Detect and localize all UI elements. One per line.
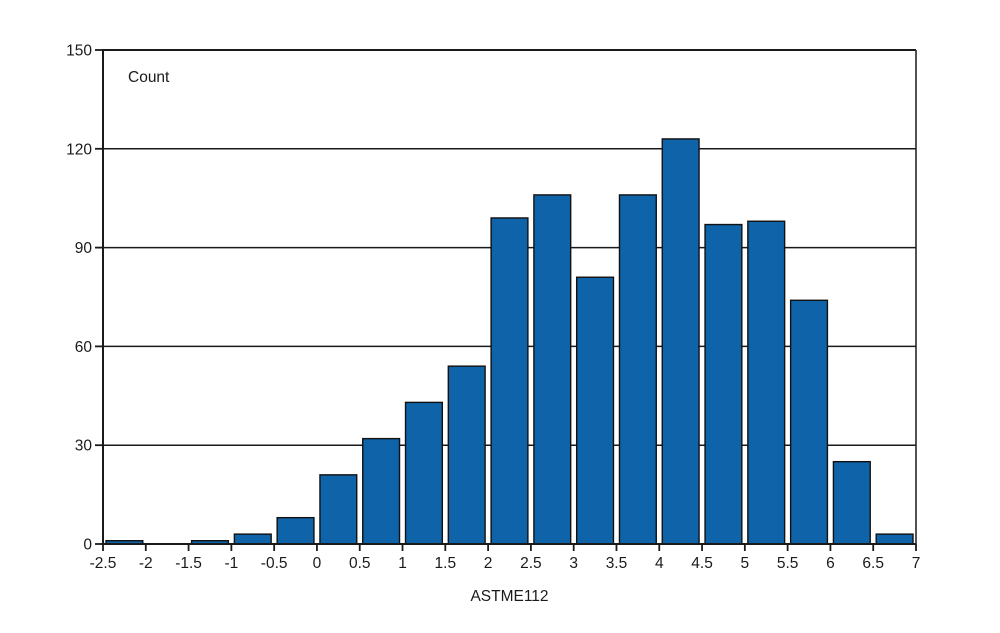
y-tick-label: 120 bbox=[66, 141, 92, 158]
histogram-bar bbox=[618, 194, 657, 545]
x-tick-label: 1.5 bbox=[435, 555, 457, 572]
x-tick-label: -0.5 bbox=[261, 555, 288, 572]
x-tick-label: 4.5 bbox=[691, 555, 713, 572]
histogram-bar bbox=[875, 533, 914, 545]
x-tick-label: 7 bbox=[912, 555, 921, 572]
y-axis-title: Count bbox=[128, 69, 170, 86]
x-tick-label: 2 bbox=[484, 555, 493, 572]
y-tick-label: 0 bbox=[83, 537, 92, 554]
x-tick-label: 2.5 bbox=[520, 555, 542, 572]
y-tick-label: 150 bbox=[66, 43, 92, 60]
histogram-bar bbox=[447, 365, 486, 545]
histogram-bar bbox=[661, 138, 700, 545]
x-axis-title: ASTME112 bbox=[470, 588, 549, 605]
y-tick-label: 30 bbox=[75, 438, 93, 455]
x-tick-label: 5 bbox=[741, 555, 750, 572]
y-tick-label: 90 bbox=[75, 240, 93, 257]
x-tick-label: -2 bbox=[139, 555, 153, 572]
x-tick-label: 0 bbox=[313, 555, 322, 572]
x-tick-label: 5.5 bbox=[777, 555, 799, 572]
histogram-bar bbox=[319, 474, 358, 545]
x-tick-label: 0.5 bbox=[349, 555, 371, 572]
x-tick-label: -1.5 bbox=[175, 555, 202, 572]
histogram-bar bbox=[704, 223, 743, 545]
histogram-bar bbox=[789, 299, 829, 545]
histogram-bar bbox=[832, 460, 871, 545]
x-tick-label: 3.5 bbox=[606, 555, 628, 572]
histogram-bar bbox=[276, 516, 315, 545]
x-tick-label: 4 bbox=[655, 555, 664, 572]
histogram-bar bbox=[490, 217, 529, 545]
histogram-bar bbox=[533, 194, 572, 545]
histogram-bar bbox=[233, 533, 272, 545]
histogram-bar bbox=[404, 401, 444, 545]
x-tick-label: 3 bbox=[569, 555, 578, 572]
x-tick-label: -1 bbox=[224, 555, 238, 572]
histogram-bar bbox=[575, 276, 615, 545]
x-tick-label: 6 bbox=[826, 555, 835, 572]
histogram-bar bbox=[362, 437, 401, 545]
x-tick-label: -2.5 bbox=[90, 555, 117, 572]
y-tick-label: 60 bbox=[75, 339, 93, 356]
x-tick-label: 1 bbox=[398, 555, 407, 572]
x-tick-label: 6.5 bbox=[862, 555, 884, 572]
histogram-bar bbox=[747, 220, 786, 545]
